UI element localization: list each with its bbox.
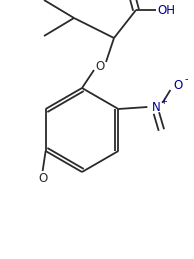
Text: O: O [38,172,47,185]
Text: -: - [185,74,188,84]
Text: +: + [160,97,167,105]
Text: OH: OH [157,4,175,17]
Text: N: N [152,100,161,113]
Text: O: O [174,78,183,91]
Text: O: O [95,60,105,73]
